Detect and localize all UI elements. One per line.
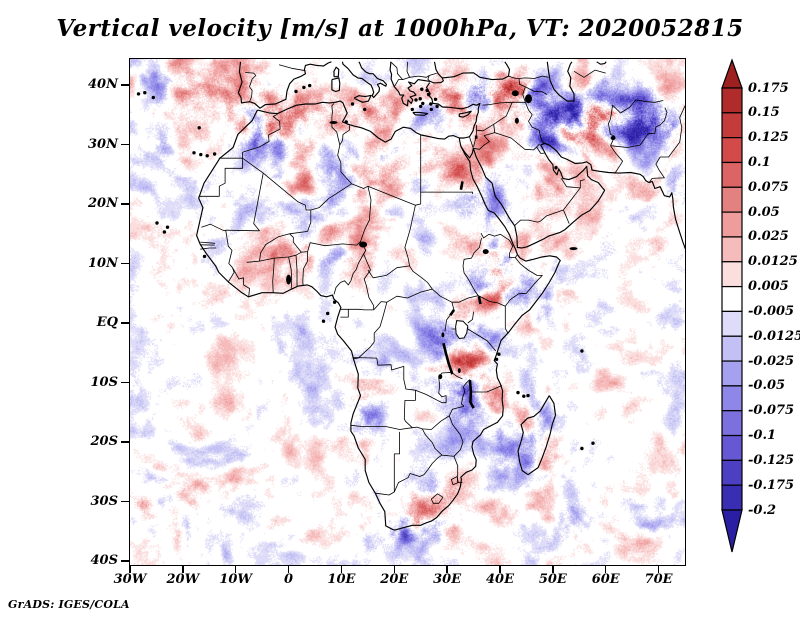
colorbar-segment — [721, 87, 743, 114]
lat-tick — [121, 500, 129, 503]
colorbar-label: -0.1 — [748, 428, 777, 443]
lon-tick-label: 30W — [113, 572, 147, 587]
colorbar-label: -0.125 — [748, 452, 795, 468]
lon-tick-label: 60E — [591, 572, 620, 587]
lat-tick — [121, 381, 129, 384]
colorbar-label: -0.2 — [748, 502, 777, 518]
colorbar-segment — [721, 186, 743, 213]
colorbar-label: 0.005 — [748, 279, 789, 295]
colorbar-label: 0.175 — [748, 80, 789, 96]
colorbar-arrow-up — [721, 58, 743, 89]
colorbar-label: -0.075 — [748, 403, 795, 419]
colorbar-segment — [721, 137, 743, 164]
colorbar-label: -0.05 — [748, 378, 786, 394]
borders-layer — [198, 61, 685, 504]
colorbar-label: 0.0125 — [748, 254, 798, 270]
colorbar-segment — [721, 310, 743, 337]
lat-tick — [121, 441, 129, 443]
colorbar-svg — [721, 58, 743, 553]
lat-tick — [121, 262, 129, 265]
lon-tick — [604, 565, 607, 573]
colorbar-label: -0.005 — [748, 303, 795, 319]
islands-layer — [136, 83, 595, 450]
colorbar-label: 0.1 — [748, 155, 771, 170]
colorbar-segment — [721, 360, 743, 387]
lon-tick-label: 30E — [433, 572, 462, 587]
lat-tick — [121, 322, 129, 324]
lakes-layer — [285, 89, 616, 409]
colorbar-segment — [721, 236, 743, 263]
lon-tick — [340, 565, 343, 573]
lon-tick — [393, 565, 396, 573]
colorbar-segment — [721, 335, 743, 362]
colorbar-label: 0.05 — [748, 204, 780, 220]
lat-tick-label: 40S — [90, 553, 118, 568]
colorbar-label: 0.125 — [748, 130, 789, 146]
colorbar-segment — [721, 161, 743, 188]
lon-tick-label: 20W — [166, 572, 200, 587]
lon-tick — [234, 565, 237, 573]
colorbar-label: 0.025 — [748, 229, 789, 245]
lon-tick-label: 10W — [219, 572, 253, 587]
lat-tick-label: 40N — [88, 77, 118, 92]
lat-tick — [121, 143, 129, 146]
colorbar-label: -0.0125 — [748, 328, 800, 344]
lon-tick-label: 70E — [644, 572, 673, 587]
grads-credit: GrADS: IGES/COLA — [8, 598, 130, 611]
colorbar-segment — [721, 459, 743, 486]
lat-tick-label: 10N — [88, 255, 118, 271]
chart-title: Vertical velocity [m/s] at 1000hPa, VT: … — [56, 15, 744, 42]
lat-tick-label: 30S — [90, 493, 118, 509]
lon-tick — [446, 565, 448, 573]
lat-tick — [121, 560, 129, 562]
lon-tick — [182, 565, 184, 573]
colorbar-segment — [721, 410, 743, 437]
lat-tick-label: 20N — [88, 196, 118, 211]
colorbar-segment — [721, 434, 743, 461]
lon-tick-label: 50E — [538, 572, 567, 587]
lon-tick-label: 10E — [327, 572, 356, 587]
colorbar-label: 0.15 — [748, 105, 780, 121]
colorbar-label: -0.175 — [748, 477, 795, 493]
lat-tick-label: 10S — [90, 374, 118, 390]
lon-tick — [287, 565, 290, 573]
lat-tick-label: EQ — [96, 315, 118, 330]
colorbar-label: -0.025 — [748, 353, 795, 369]
colorbar-segment — [721, 261, 743, 288]
map-geography — [136, 60, 685, 531]
lon-tick — [657, 565, 660, 573]
lon-tick — [499, 565, 501, 573]
colorbar-arrow-down — [721, 509, 743, 553]
vertical-velocity-field-canvas — [129, 58, 685, 565]
map-frame — [128, 57, 686, 566]
colorbar-label: 0.075 — [748, 179, 789, 195]
lat-tick-label: 20S — [90, 434, 118, 449]
lat-tick — [121, 203, 129, 205]
lat-tick-label: 30N — [88, 136, 118, 152]
lon-tick — [129, 565, 131, 573]
colorbar-segment — [721, 484, 743, 511]
lat-tick — [121, 84, 129, 86]
lon-tick-label: 0 — [284, 572, 294, 587]
colorbar-segment — [721, 112, 743, 139]
lon-tick — [552, 565, 554, 573]
lon-tick-label: 40E — [486, 572, 514, 587]
colorbar-segment — [721, 285, 743, 313]
lon-tick-label: 20E — [380, 572, 409, 587]
colorbar-segment — [721, 385, 743, 412]
coastlines-layer — [195, 60, 685, 531]
colorbar-segment — [721, 211, 743, 238]
